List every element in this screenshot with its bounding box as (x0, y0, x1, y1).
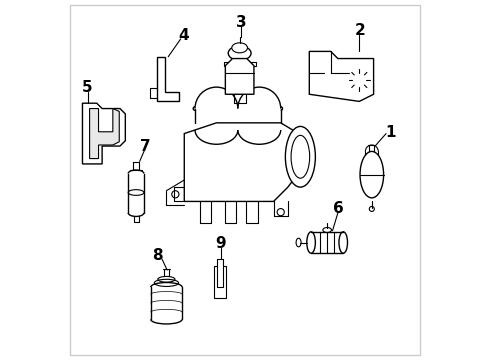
Polygon shape (157, 57, 179, 102)
Text: 5: 5 (82, 80, 93, 95)
Text: 7: 7 (140, 139, 150, 154)
Text: 8: 8 (152, 248, 163, 262)
Circle shape (356, 76, 363, 84)
Ellipse shape (232, 43, 247, 53)
Text: 1: 1 (386, 125, 396, 140)
Bar (223, 62, 228, 66)
Ellipse shape (339, 232, 347, 253)
Ellipse shape (323, 228, 331, 233)
Polygon shape (82, 103, 125, 164)
Ellipse shape (360, 152, 384, 198)
Bar (251, 62, 256, 66)
Text: 2: 2 (355, 23, 366, 38)
Text: 3: 3 (236, 15, 247, 30)
Polygon shape (184, 123, 298, 202)
Text: 9: 9 (216, 236, 226, 251)
Polygon shape (309, 51, 373, 102)
Ellipse shape (307, 232, 316, 253)
Polygon shape (90, 109, 119, 158)
Bar (231, 75, 251, 86)
Text: 4: 4 (178, 28, 189, 43)
Text: 6: 6 (333, 201, 344, 216)
Ellipse shape (285, 126, 316, 187)
Polygon shape (214, 266, 226, 298)
Ellipse shape (228, 46, 251, 60)
Polygon shape (225, 59, 254, 94)
